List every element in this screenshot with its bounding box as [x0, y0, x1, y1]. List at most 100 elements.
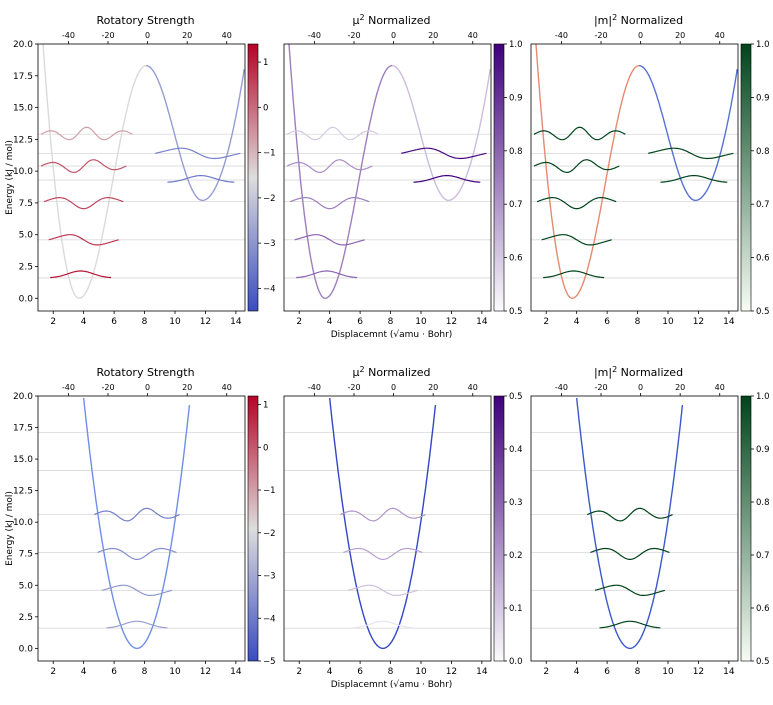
wavefunction-level: [533, 126, 626, 141]
x-tick-label: 2: [50, 667, 56, 677]
panel-bottom-mu2: 2 4 6 8 10 12 14 -40 -20 0 20 40 μ2 Normalized Displa…: [283, 365, 523, 690]
colorbar-tick-label: −4: [263, 614, 276, 624]
wavefunction-level: [296, 270, 358, 279]
potential-curve-right-well: [392, 64, 491, 202]
colorbar: [493, 43, 505, 312]
top-tick-label: -40: [62, 31, 75, 40]
wavefunction-level: [97, 547, 177, 560]
top-tick-label: -20: [101, 383, 114, 392]
panel-title: |m|2 Normalized: [594, 13, 683, 27]
top-tick-label: 40: [715, 383, 725, 392]
x-tick-label: 12: [200, 317, 211, 327]
y-tick-label: 2.5: [19, 263, 33, 273]
potential-curve-harmonic: [329, 397, 437, 650]
x-axis-label: Displacemnt (√amu · Bohr): [331, 679, 453, 690]
x-tick-label: 6: [111, 317, 117, 327]
x-tick-label: 6: [111, 667, 117, 677]
top-tick-label: 20: [182, 31, 192, 40]
colorbar-tick-label: 0.9: [756, 445, 770, 455]
wavefunction-level: [587, 507, 673, 522]
colorbar-tick-label: 0.2: [509, 551, 523, 561]
colorbar-tick-label: 0.0: [509, 657, 523, 667]
panel-title: |m|2 Normalized: [594, 365, 683, 379]
potential-curve-left-well: [288, 44, 393, 300]
top-tick-label: 0: [638, 31, 643, 40]
axes-frame: [530, 43, 739, 312]
x-tick-label: 8: [635, 667, 641, 677]
axes-frame: [283, 43, 492, 312]
top-tick-label: 40: [468, 31, 478, 40]
top-tick-label: 20: [675, 31, 685, 40]
potential-curve-right-well: [639, 64, 738, 202]
top-tick-label: -20: [347, 31, 360, 40]
colorbar-tick-label: 0.9: [756, 93, 770, 103]
wavefunction-level: [286, 159, 373, 174]
wavefunction-level: [40, 159, 127, 174]
colorbar: [247, 43, 259, 312]
y-tick-label: 20.0: [13, 40, 33, 50]
x-axis-label: Displacemnt (√amu · Bohr): [331, 329, 453, 340]
wavefunction-level: [648, 147, 734, 160]
colorbar-tick-label: 0.5: [756, 657, 770, 667]
top-tick-label: -20: [347, 383, 360, 392]
wavefunction-level: [413, 175, 481, 183]
x-tick-label: 10: [662, 317, 674, 327]
top-tick-label: 40: [222, 383, 232, 392]
colorbar-tick-label: −5: [263, 657, 276, 667]
top-tick-label: 40: [715, 31, 725, 40]
x-tick-label: 12: [446, 667, 457, 677]
x-tick-label: 8: [635, 317, 641, 327]
x-tick-label: 10: [415, 667, 427, 677]
wavefunction-level: [94, 507, 180, 522]
y-tick-label: 7.5: [19, 199, 33, 209]
top-tick-label: -40: [555, 383, 568, 392]
x-tick-label: 14: [476, 667, 488, 677]
x-tick-label: 2: [50, 317, 56, 327]
x-tick-label: 8: [388, 667, 394, 677]
wavefunction-level: [340, 507, 426, 522]
x-tick-label: 8: [142, 667, 148, 677]
x-tick-label: 14: [723, 317, 735, 327]
colorbar-tick-label: −1: [263, 486, 276, 496]
top-tick-label: 20: [675, 383, 685, 392]
colorbar-tick-label: 1: [263, 58, 268, 68]
top-tick-label: 20: [182, 383, 192, 392]
y-tick-label: 0.0: [19, 644, 34, 654]
top-tick-label: 20: [428, 31, 438, 40]
panel-title: μ2 Normalized: [353, 365, 431, 379]
x-tick-label: 4: [327, 317, 333, 327]
x-tick-label: 12: [200, 667, 211, 677]
panel-top-m2: 2 4 6 8 10 12 14 -40 -20 0 20 40 |m|2 Normalized 0.5 0…: [530, 13, 770, 327]
colorbar-tick-label: 0.7: [756, 200, 770, 210]
y-axis-label: Energy (kJ / mol): [5, 491, 15, 566]
top-tick-label: -40: [308, 31, 321, 40]
colorbar-tick-label: 0: [263, 103, 268, 113]
y-tick-label: 12.5: [13, 487, 33, 497]
x-tick-label: 10: [662, 667, 674, 677]
y-tick-label: 15.0: [13, 455, 33, 465]
colorbar-tick-label: 0.5: [756, 307, 770, 317]
wavefunction-level: [289, 197, 370, 210]
colorbar-tick-label: −3: [263, 239, 276, 249]
colorbar-tick-label: 0.8: [756, 147, 770, 157]
x-tick-label: 2: [543, 317, 549, 327]
colorbar-tick-label: −2: [263, 194, 276, 204]
colorbar-tick-label: 0.1: [509, 604, 523, 614]
wavefunction-level: [101, 584, 173, 596]
top-tick-label: -20: [101, 31, 114, 40]
wavefunction-level: [167, 175, 235, 183]
x-tick-label: 8: [142, 317, 148, 327]
colorbar-tick-label: 1.0: [756, 40, 770, 50]
axes-frame: [37, 43, 246, 312]
wavefunction-level: [347, 584, 419, 596]
y-tick-label: 5.0: [19, 231, 34, 241]
potential-curve-left-well: [535, 44, 640, 300]
colorbar-tick-label: 1.0: [756, 392, 770, 402]
top-tick-label: 0: [391, 31, 396, 40]
y-tick-label: 7.5: [19, 550, 33, 560]
wavefunction-level: [536, 197, 617, 210]
top-tick-label: 0: [391, 383, 396, 392]
y-tick-label: 12.5: [13, 135, 33, 145]
top-tick-label: -40: [555, 31, 568, 40]
